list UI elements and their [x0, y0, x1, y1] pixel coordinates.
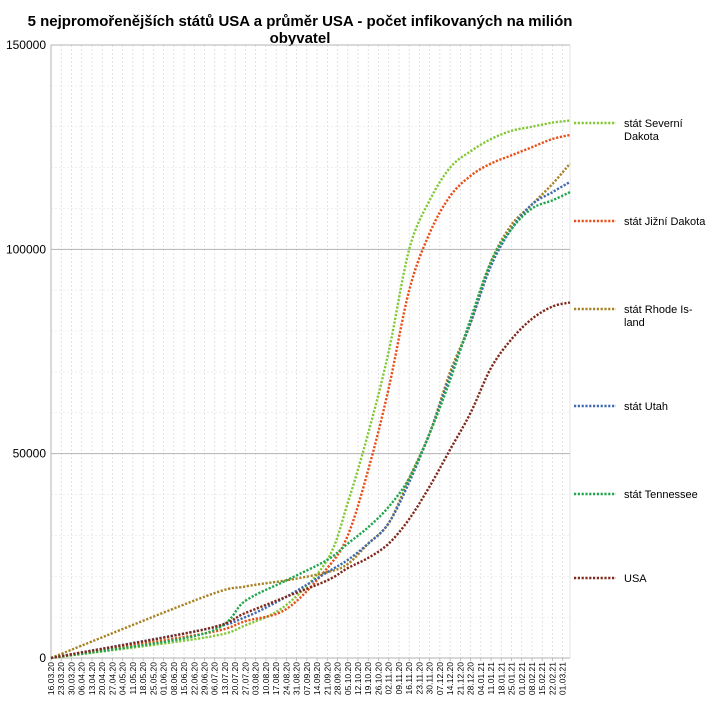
x-tick-label: 28.12.20	[466, 662, 476, 695]
y-tick-label: 50000	[13, 447, 47, 461]
x-tick-label: 23.03.20	[56, 662, 66, 695]
x-tick-label: 01.02.21	[517, 662, 527, 695]
x-tick-label: 21.09.20	[322, 662, 332, 695]
legend-label-stat-utah: stát Utah	[624, 401, 668, 413]
x-tick-label: 03.08.20	[251, 662, 261, 695]
x-tick-label: 14.12.20	[445, 662, 455, 695]
x-tick-label: 13.04.20	[87, 662, 97, 695]
x-tick-label: 06.04.20	[77, 662, 87, 695]
x-tick-label: 18.01.21	[496, 662, 506, 695]
x-tick-label: 04.05.20	[118, 662, 128, 695]
x-tick-label: 05.10.20	[343, 662, 353, 695]
x-tick-label: 19.10.20	[363, 662, 373, 695]
x-tick-label: 01.06.20	[159, 662, 169, 695]
series-line-stat-jizni-dakota	[50, 133, 571, 660]
x-tick-label: 29.06.20	[200, 662, 210, 695]
x-tick-label: 26.10.20	[373, 662, 383, 695]
x-tick-label: 18.05.20	[138, 662, 148, 695]
series-lines	[50, 119, 571, 660]
legend-label-stat-rhode-island: stát Rhode Is-	[624, 304, 693, 316]
x-tick-label: 24.08.20	[281, 662, 291, 695]
y-tick-label: 100000	[6, 242, 46, 256]
x-tick-label: 17.08.20	[271, 662, 281, 695]
major-gridlines	[51, 44, 570, 659]
x-tick-label: 15.06.20	[179, 662, 189, 695]
x-tick-label: 20.07.20	[230, 662, 240, 695]
x-tick-label: 12.10.20	[353, 662, 363, 695]
legend-label-usa: USA	[624, 573, 647, 585]
x-tick-label: 28.09.20	[333, 662, 343, 695]
x-axis-ticks: 16.03.20 23.03.20 30.03.20 06.04.20 13.04.20…	[46, 658, 568, 695]
x-tick-label: 25.01.21	[507, 662, 517, 695]
legend-label-stat-jizni-dakota: stát Jižní Dakota	[624, 216, 706, 228]
x-tick-label: 25.05.20	[148, 662, 158, 695]
series-line-stat-tennessee	[50, 191, 571, 660]
x-tick-label: 15.02.21	[537, 662, 547, 695]
x-tick-label: 07.09.20	[302, 662, 312, 695]
x-tick-label: 04.01.21	[476, 662, 486, 695]
chart-title-line-1: 5 nejpromořenějších států USA a průměr U…	[27, 13, 573, 30]
series-line-stat-rhode-island	[50, 162, 571, 660]
series-line-usa	[50, 301, 571, 660]
legend-label-stat-tennessee: stát Tennessee	[624, 489, 698, 501]
x-tick-label: 16.03.20	[46, 662, 56, 695]
x-tick-label: 11.01.21	[486, 662, 496, 695]
legend-label-stat-rhode-island: land	[624, 317, 645, 329]
axes	[50, 45, 571, 659]
x-tick-label: 01.03.21	[558, 662, 568, 695]
x-tick-label: 16.11.20	[404, 662, 414, 695]
y-tick-label: 150000	[6, 38, 46, 52]
x-tick-label: 02.11.20	[384, 662, 394, 695]
x-tick-label: 06.07.20	[210, 662, 220, 695]
legend-label-stat-severni-dakota: stát Severní	[624, 118, 683, 130]
y-axis-ticks: 0 50000 100000 150000	[6, 38, 46, 665]
x-tick-label: 30.11.20	[425, 662, 435, 695]
series-line-stat-utah	[50, 180, 571, 660]
x-tick-label: 09.11.20	[394, 662, 404, 695]
x-tick-label: 23.11.20	[414, 662, 424, 695]
x-tick-label: 08.06.20	[169, 662, 179, 695]
x-tick-label: 31.08.20	[292, 662, 302, 695]
x-tick-label: 22.06.20	[189, 662, 199, 695]
x-tick-label: 13.07.20	[220, 662, 230, 695]
x-tick-label: 21.12.20	[455, 662, 465, 695]
x-tick-label: 07.12.20	[435, 662, 445, 695]
x-tick-label: 22.02.21	[547, 662, 557, 695]
series-line-stat-severni-dakota	[50, 119, 571, 660]
x-tick-label: 08.02.21	[527, 662, 537, 695]
x-tick-label: 11.05.20	[128, 662, 138, 695]
x-tick-label: 27.04.20	[107, 662, 117, 695]
chart-title-line-2: obyvatel	[269, 30, 331, 47]
y-tick-label: 0	[39, 651, 46, 665]
x-tick-label: 10.08.20	[261, 662, 271, 695]
chart-title: 5 nejpromořenějších států USA a průměr U…	[0, 13, 600, 47]
legend-label-stat-severni-dakota: Dakota	[624, 131, 660, 143]
minor-gridlines	[50, 45, 570, 658]
x-tick-label: 20.04.20	[97, 662, 107, 695]
x-tick-label: 14.09.20	[312, 662, 322, 695]
x-tick-label: 27.07.20	[240, 662, 250, 695]
x-tick-label: 30.03.20	[66, 662, 76, 695]
